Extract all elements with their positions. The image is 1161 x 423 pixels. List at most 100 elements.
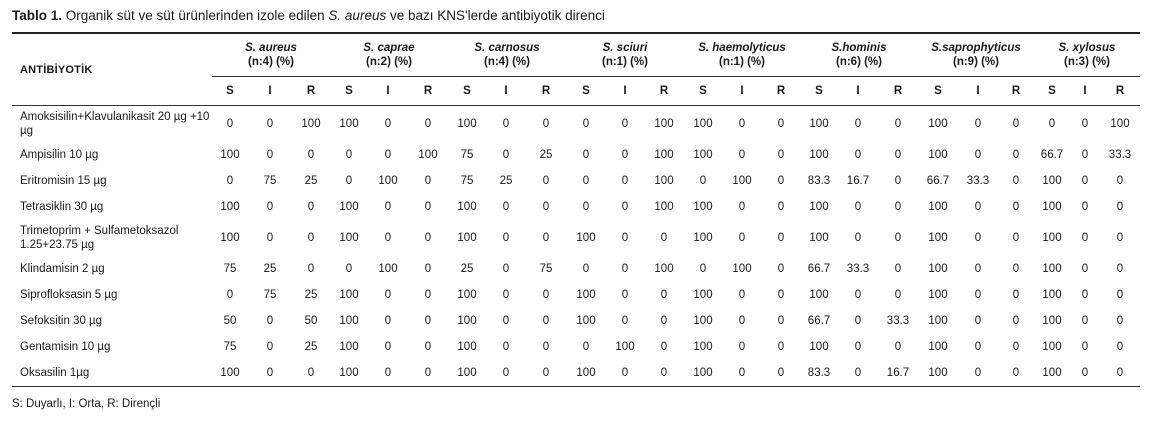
sir-header-cell: R xyxy=(878,76,918,106)
value-cell: 100 xyxy=(918,360,958,387)
value-cell: 0 xyxy=(777,263,785,275)
value-cell: 100 xyxy=(220,201,240,213)
value-cell: 0 xyxy=(1081,315,1089,327)
value-cell: 0 xyxy=(894,118,902,130)
species-header-s-hominis: S.hominis (n:6) (%) xyxy=(800,32,918,77)
value-cell: 0 xyxy=(582,341,590,353)
value-cell: 0 xyxy=(502,315,510,327)
value-cell: 0 xyxy=(266,341,274,353)
value-cell: 0 xyxy=(1012,289,1020,301)
value-cell: 100 xyxy=(566,360,606,387)
value-cell: 0 xyxy=(660,232,668,244)
value-cell: 100 xyxy=(576,232,596,244)
value-cell: 25 xyxy=(304,341,318,353)
value-cell: 100 xyxy=(928,118,948,130)
value-cell: 100 xyxy=(693,289,713,301)
value-cell: 0 xyxy=(894,341,902,353)
value-cell: 0 xyxy=(699,263,707,275)
value-cell: 0 xyxy=(292,360,330,387)
value-cell: 0 xyxy=(582,263,590,275)
sir-header-cell: S xyxy=(448,76,486,106)
value-cell: 83.3 xyxy=(807,175,831,187)
value-cell: 0 xyxy=(621,201,629,213)
value-cell: 50 xyxy=(304,315,318,327)
value-cell: 0 xyxy=(542,341,550,353)
value-cell: 100 xyxy=(378,263,398,275)
table-row: Oksasilin 1µg 100 0 0 100 0 0 100 0 0 100 0 0 100 0 0 83… xyxy=(12,360,1140,387)
value-cell: 0 xyxy=(1081,118,1089,130)
value-cell: 0 xyxy=(486,360,526,387)
antibiotic-name-cell: Tetrasiklin 30 µg xyxy=(20,201,104,213)
value-cell: 25 xyxy=(304,289,318,301)
value-cell: 100 xyxy=(457,118,477,130)
value-cell: 0 xyxy=(838,360,878,387)
sir-header-cell: I xyxy=(722,76,762,106)
value-cell: 83.3 xyxy=(800,360,838,387)
value-cell: 0 xyxy=(762,360,800,387)
value-cell: 100 xyxy=(654,201,674,213)
value-cell: 0 xyxy=(974,232,982,244)
value-cell: 100 xyxy=(339,118,359,130)
value-cell: 0 xyxy=(738,118,746,130)
value-cell: 0 xyxy=(854,201,862,213)
table-row: Siprofloksasin 5 µg 0 75 25 100 0 0 100 0 0 100 0 0 1… xyxy=(12,282,1140,308)
value-cell: 100 xyxy=(928,341,948,353)
value-cell: 75 xyxy=(539,263,553,275)
value-cell: 100 xyxy=(220,232,240,244)
antibiotic-name-cell: Oksasilin 1µg xyxy=(12,360,212,387)
value-cell: 0 xyxy=(894,149,902,161)
sir-header-cell: I xyxy=(248,76,292,106)
value-cell: 0 xyxy=(384,149,392,161)
value-cell: 0 xyxy=(621,175,629,187)
value-cell: 75 xyxy=(223,341,237,353)
value-cell: 0 xyxy=(384,232,392,244)
value-cell: 0 xyxy=(424,263,432,275)
value-cell: 0 xyxy=(368,360,408,387)
species-header-s-xylosus: S. xylosus (n:3) (%) xyxy=(1034,32,1140,77)
value-cell: 0 xyxy=(621,149,629,161)
value-cell: 50 xyxy=(223,315,237,327)
value-cell: 0 xyxy=(384,315,392,327)
value-cell: 0 xyxy=(502,341,510,353)
value-cell: 100 xyxy=(1042,175,1062,187)
sir-header-cell: S xyxy=(684,76,722,106)
value-cell: 0 xyxy=(894,263,902,275)
antibiotic-name-cell: Gentamisin 10 µg xyxy=(20,341,111,353)
value-cell: 0 xyxy=(1012,149,1020,161)
value-cell: 66.7 xyxy=(807,315,831,327)
table-row: Eritromisin 15 µg 0 75 25 0 100 0 75 25 0 0 0 100 0 10… xyxy=(12,168,1140,194)
value-cell: 100 xyxy=(339,201,359,213)
value-cell: 100 xyxy=(693,341,713,353)
value-cell: 100 xyxy=(418,149,438,161)
value-cell: 0 xyxy=(582,149,590,161)
value-cell: 0 xyxy=(606,360,644,387)
value-cell: 100 xyxy=(339,289,359,301)
value-cell: 25 xyxy=(539,149,553,161)
value-cell: 0 xyxy=(660,289,668,301)
value-cell: 0 xyxy=(384,289,392,301)
value-cell: 0 xyxy=(894,175,902,187)
value-cell: 100 xyxy=(693,149,713,161)
value-cell: 100 xyxy=(809,118,829,130)
value-cell: 100 xyxy=(654,118,674,130)
value-cell: 0 xyxy=(777,341,785,353)
value-cell: 100 xyxy=(693,118,713,130)
caption-text-before: Organik süt ve süt ürünlerinden izole ed… xyxy=(62,8,329,23)
value-cell: 100 xyxy=(576,289,596,301)
value-cell: 100 xyxy=(654,149,674,161)
sir-header-cell: I xyxy=(486,76,526,106)
sir-header-cell: R xyxy=(292,76,330,106)
value-cell: 0 xyxy=(974,341,982,353)
table-row: Gentamisin 10 µg 75 0 25 100 0 0 100 0 0 0 100 0 100 0… xyxy=(12,334,1140,360)
value-cell: 0 xyxy=(854,118,862,130)
value-cell: 0 xyxy=(1012,118,1020,130)
value-cell: 0 xyxy=(974,149,982,161)
sir-header-cell: R xyxy=(1100,76,1140,106)
value-cell: 0 xyxy=(345,149,353,161)
table-row: Ampisilin 10 µg 100 0 0 0 0 100 75 0 25 0 0 100 100 0 0… xyxy=(12,142,1140,168)
value-cell: 0 xyxy=(621,118,629,130)
value-cell: 0 xyxy=(1012,201,1020,213)
value-cell: 0 xyxy=(777,118,785,130)
value-cell: 0 xyxy=(526,360,566,387)
